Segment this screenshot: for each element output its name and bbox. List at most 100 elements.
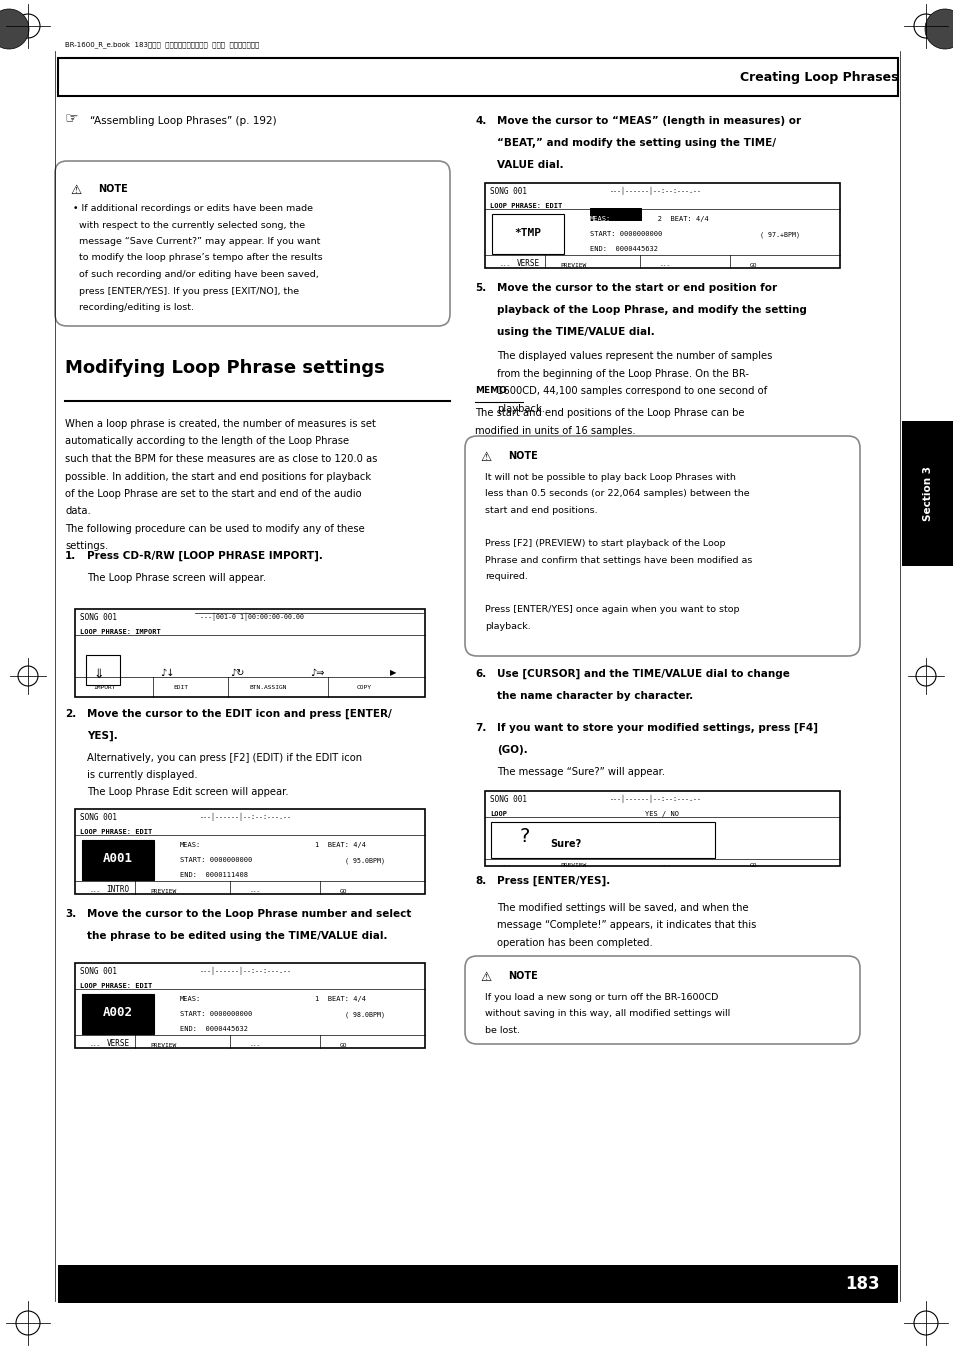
FancyBboxPatch shape (464, 436, 859, 657)
Text: “BEAT,” and modify the setting using the TIME/: “BEAT,” and modify the setting using the… (497, 138, 775, 149)
Text: required.: required. (484, 571, 527, 581)
Text: Section 3: Section 3 (923, 466, 932, 521)
Text: ---: --- (250, 1043, 261, 1048)
Text: of such recording and/or editing have been saved,: of such recording and/or editing have be… (73, 270, 318, 280)
Text: Alternatively, you can press [F2] (EDIT) if the EDIT icon: Alternatively, you can press [F2] (EDIT)… (87, 753, 362, 763)
Text: ---│------│--:--:---.--: ---│------│--:--:---.-- (609, 186, 701, 196)
Text: be lost.: be lost. (484, 1025, 519, 1035)
Text: Press [ENTER/YES] once again when you want to stop: Press [ENTER/YES] once again when you wa… (484, 605, 739, 613)
Text: START: 0000000000: START: 0000000000 (180, 857, 252, 863)
Text: When a loop phrase is created, the number of measures is set: When a loop phrase is created, the numbe… (65, 419, 375, 430)
Text: LOOP PHRASE: EDIT: LOOP PHRASE: EDIT (80, 830, 152, 835)
Text: The Loop Phrase Edit screen will appear.: The Loop Phrase Edit screen will appear. (87, 788, 289, 797)
Text: operation has been completed.: operation has been completed. (497, 938, 652, 948)
Text: press [ENTER/YES]. If you press [EXIT/NO], the: press [ENTER/YES]. If you press [EXIT/NO… (73, 286, 299, 296)
Text: Creating Loop Phrases: Creating Loop Phrases (739, 70, 897, 84)
Text: YES / NO: YES / NO (644, 811, 679, 817)
Text: data.: data. (65, 507, 91, 516)
Text: IMPORT: IMPORT (92, 685, 115, 690)
FancyBboxPatch shape (901, 422, 953, 566)
Text: to modify the loop phrase’s tempo after the results: to modify the loop phrase’s tempo after … (73, 254, 322, 262)
Text: ---│------│--:--:---.--: ---│------│--:--:---.-- (200, 813, 292, 821)
Text: COPY: COPY (356, 685, 372, 690)
FancyBboxPatch shape (484, 182, 840, 267)
Text: The message “Sure?” will appear.: The message “Sure?” will appear. (497, 767, 664, 777)
Text: SONG 001: SONG 001 (80, 813, 117, 821)
Text: Use [CURSOR] and the TIME/VALUE dial to change: Use [CURSOR] and the TIME/VALUE dial to … (497, 669, 789, 680)
Text: PREVIEW: PREVIEW (559, 263, 586, 267)
Text: 1  BEAT: 4/4: 1 BEAT: 4/4 (314, 842, 366, 848)
FancyBboxPatch shape (55, 161, 450, 326)
Text: ♪⇒: ♪⇒ (310, 667, 324, 678)
Text: ---: --- (659, 863, 671, 867)
Text: The following procedure can be used to modify any of these: The following procedure can be used to m… (65, 524, 364, 534)
Text: INTRO: INTRO (107, 885, 130, 894)
Text: such that the BPM for these measures are as close to 120.0 as: such that the BPM for these measures are… (65, 454, 377, 463)
Text: ⇓: ⇓ (92, 667, 103, 681)
FancyBboxPatch shape (82, 840, 153, 880)
Text: Phrase and confirm that settings have been modified as: Phrase and confirm that settings have be… (484, 555, 752, 565)
Text: 5.: 5. (475, 282, 486, 293)
Text: Modifying Loop Phrase settings: Modifying Loop Phrase settings (65, 359, 384, 377)
Text: Press [ENTER/YES].: Press [ENTER/YES]. (497, 875, 610, 886)
Text: Move the cursor to the start or end position for: Move the cursor to the start or end posi… (497, 282, 777, 293)
Text: ---│------│--:--:---.--: ---│------│--:--:---.-- (200, 967, 292, 975)
FancyBboxPatch shape (484, 790, 840, 866)
Text: NOTE: NOTE (507, 971, 537, 981)
Text: ( 98.0BPM): ( 98.0BPM) (345, 1011, 385, 1017)
Text: using the TIME/VALUE dial.: using the TIME/VALUE dial. (497, 327, 654, 336)
Text: of the Loop Phrase are set to the start and end of the audio: of the Loop Phrase are set to the start … (65, 489, 361, 499)
Text: NOTE: NOTE (98, 184, 128, 195)
Text: 8.: 8. (475, 875, 486, 886)
Text: without saving in this way, all modified settings will: without saving in this way, all modified… (484, 1009, 729, 1019)
FancyBboxPatch shape (75, 809, 424, 894)
Text: ⚠: ⚠ (479, 971, 491, 984)
FancyBboxPatch shape (86, 655, 120, 685)
Text: playback of the Loop Phrase, and modify the setting: playback of the Loop Phrase, and modify … (497, 305, 806, 315)
Text: PREVIEW: PREVIEW (150, 889, 176, 894)
Text: The modified settings will be saved, and when the: The modified settings will be saved, and… (497, 902, 748, 913)
Text: 6.: 6. (475, 669, 486, 680)
Text: ---│001-0 1│00:00:00-00.00: ---│001-0 1│00:00:00-00.00 (200, 613, 304, 621)
Text: ---: --- (499, 863, 511, 867)
Text: ( 95.0BPM): ( 95.0BPM) (345, 857, 385, 863)
Text: VERSE: VERSE (516, 259, 539, 267)
Text: VERSE: VERSE (107, 1039, 130, 1048)
Text: ⚠: ⚠ (70, 184, 81, 197)
Text: 2  BEAT: 4/4: 2 BEAT: 4/4 (644, 216, 708, 222)
Text: ---: --- (90, 1043, 101, 1048)
Text: ♪↓: ♪↓ (160, 667, 174, 678)
Text: • If additional recordings or edits have been made: • If additional recordings or edits have… (73, 204, 313, 213)
FancyBboxPatch shape (75, 609, 424, 697)
Text: possible. In addition, the start and end positions for playback: possible. In addition, the start and end… (65, 471, 371, 481)
Text: GO: GO (749, 863, 757, 867)
Text: MEAS:: MEAS: (589, 216, 611, 222)
Text: Press CD-R/RW [LOOP PHRASE IMPORT].: Press CD-R/RW [LOOP PHRASE IMPORT]. (87, 551, 322, 561)
FancyBboxPatch shape (58, 58, 897, 96)
Text: START: 0000000000: START: 0000000000 (180, 1011, 252, 1017)
FancyBboxPatch shape (589, 208, 641, 222)
Text: 7.: 7. (475, 723, 486, 734)
Text: 1.: 1. (65, 551, 76, 561)
Text: END:  0000445632: END: 0000445632 (180, 1025, 248, 1032)
Text: PREVIEW: PREVIEW (559, 863, 586, 867)
Text: ☞: ☞ (65, 111, 78, 126)
Text: automatically according to the length of the Loop Phrase: automatically according to the length of… (65, 436, 349, 446)
Text: Move the cursor to the EDIT icon and press [ENTER/: Move the cursor to the EDIT icon and pre… (87, 709, 392, 719)
Text: END:  0000111408: END: 0000111408 (180, 871, 248, 878)
Text: Move the cursor to the Loop Phrase number and select: Move the cursor to the Loop Phrase numbe… (87, 909, 411, 919)
Text: The start and end positions of the Loop Phrase can be: The start and end positions of the Loop … (475, 408, 743, 417)
Text: playback.: playback. (497, 404, 544, 413)
Text: message “Save Current?” may appear. If you want: message “Save Current?” may appear. If y… (73, 236, 320, 246)
FancyBboxPatch shape (491, 821, 714, 858)
Text: ---: --- (250, 889, 261, 894)
Text: EDIT: EDIT (172, 685, 188, 690)
Text: NOTE: NOTE (507, 451, 537, 461)
Text: 1600CD, 44,100 samples correspond to one second of: 1600CD, 44,100 samples correspond to one… (497, 386, 766, 396)
Text: GO: GO (339, 889, 347, 894)
Text: LOOP PHRASE: EDIT: LOOP PHRASE: EDIT (80, 984, 152, 989)
FancyBboxPatch shape (82, 994, 153, 1034)
Text: START: 0000000000: START: 0000000000 (589, 231, 661, 236)
Text: with respect to the currently selected song, the: with respect to the currently selected s… (73, 220, 305, 230)
Text: END:  0000445632: END: 0000445632 (589, 246, 658, 253)
